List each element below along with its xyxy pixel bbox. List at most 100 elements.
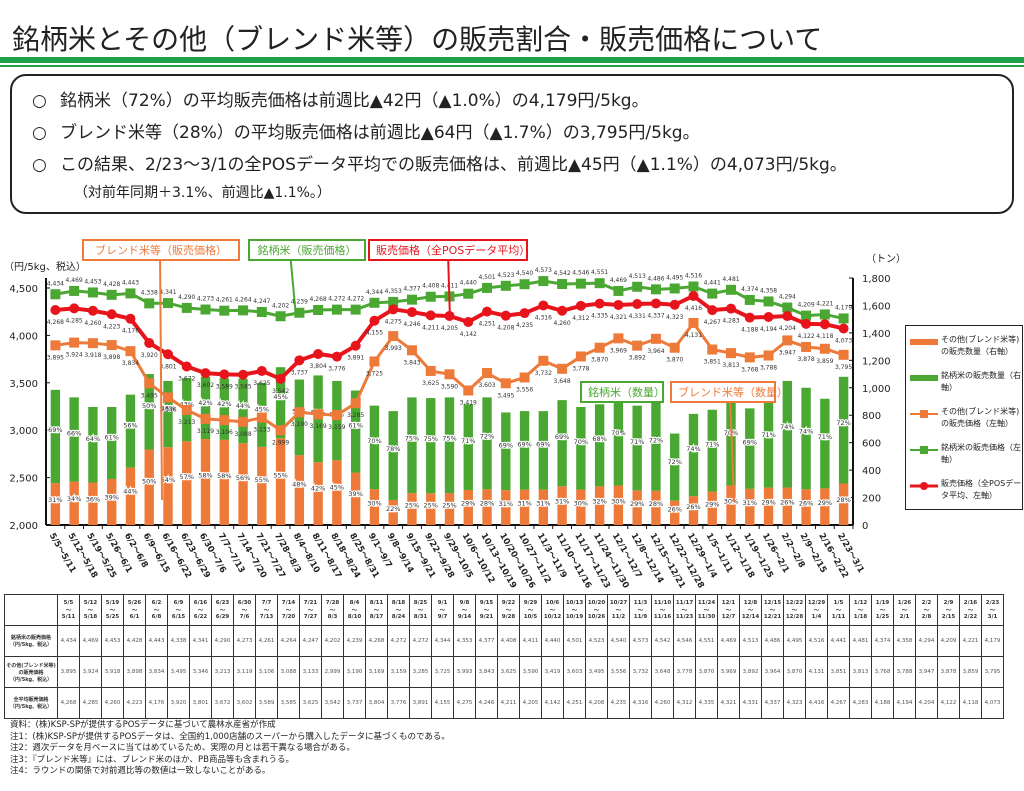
- point-blend-price: [500, 378, 511, 389]
- table-cell: 4,542: [651, 625, 674, 657]
- bar-brand-volume: [519, 411, 530, 490]
- data-label-brand-price: 4,353: [385, 288, 402, 295]
- data-label-brand-price: 4,221: [816, 300, 833, 307]
- bar-blend-share-label: 56%: [236, 474, 250, 482]
- table-column-header: 10/20 ～ 10/26: [585, 594, 608, 626]
- table-cell: 3,801: [189, 687, 212, 719]
- point-blend-price: [801, 341, 812, 352]
- table-cell: 4,358: [893, 625, 916, 657]
- table-cell: 4,176: [145, 687, 168, 719]
- table-corner: [4, 594, 58, 626]
- callout-average-price: 販売価格（全POSデータ平均）: [368, 239, 530, 261]
- callout-leader-brand-price: [289, 251, 297, 318]
- table-cell: 4,416: [805, 687, 828, 719]
- footnote: 注3：『ブレンド米等』には、ブレンド米のほか、PB商品等も含まれうる。: [10, 754, 294, 765]
- y2-tick-label: 1,800: [862, 274, 891, 285]
- table-row-header: 銘柄米の販売価格（円/5kg、税込）: [4, 625, 58, 657]
- point-brand-price: [688, 281, 699, 292]
- table-cell: 4,205: [519, 687, 542, 719]
- bar-blend-volume: [801, 489, 811, 525]
- point-average-price: [219, 369, 230, 380]
- point-brand-price: [425, 291, 436, 302]
- point-brand-price: [219, 305, 230, 316]
- table-cell: 3,625: [497, 656, 520, 688]
- data-label-brand-price: 4,440: [460, 280, 477, 287]
- point-average-price: [838, 323, 849, 334]
- table-cell: 4,428: [123, 625, 146, 657]
- bar-blend-share-label: 29%: [705, 501, 719, 509]
- data-label-blend-price: 3,895: [47, 354, 64, 361]
- data-label-blend-price: 3,898: [103, 354, 120, 361]
- point-average-price: [144, 337, 155, 348]
- table-cell: 4,290: [211, 625, 234, 657]
- data-label-blend-price: 3,834: [122, 360, 139, 367]
- table-cell: 4,260: [651, 687, 674, 719]
- footnote: 資料：(株)KSP-SPが提供するPOSデータに基づいて農林水産省が作成: [10, 720, 276, 730]
- table-cell: 4,261: [255, 625, 278, 657]
- point-blend-price: [688, 317, 699, 328]
- point-average-price: [726, 303, 737, 314]
- table-cell: 4,188: [871, 687, 894, 719]
- bar-brand-volume: [632, 405, 642, 491]
- bar-brand-volume: [294, 379, 305, 456]
- data-label-blend-price: 3,918: [84, 352, 101, 359]
- y-tick-label: 4,000: [9, 331, 38, 342]
- point-average-price: [162, 349, 173, 360]
- point-blend-price: [162, 392, 173, 403]
- bar-brand-volume: [688, 413, 699, 497]
- table-cell: 3,788: [893, 656, 916, 688]
- table-cell: 4,268: [57, 687, 80, 719]
- table-cell: 4,247: [299, 625, 322, 657]
- point-blend-price: [726, 348, 737, 359]
- data-label-blend-price: 3,924: [66, 352, 83, 359]
- data-label-blend-price: 3,648: [554, 378, 571, 385]
- table-cell: 4,118: [959, 687, 982, 719]
- point-average-price: [801, 318, 812, 329]
- data-label-brand-price: 4,294: [779, 294, 796, 301]
- point-brand-price: [669, 283, 680, 294]
- bar-blend-volume: [88, 482, 98, 525]
- table-cell: 3,891: [409, 687, 432, 719]
- data-label-brand-price: 4,542: [554, 270, 571, 277]
- bar-brand-volume: [482, 397, 492, 490]
- point-brand-price: [782, 302, 793, 313]
- point-brand-price: [650, 284, 661, 295]
- table-cell: 4,374: [871, 625, 894, 657]
- table-cell: 4,408: [497, 625, 520, 657]
- legend-swatch-brand-volume: [910, 375, 938, 381]
- bar-blend-share-label: 31%: [536, 500, 550, 508]
- legend-label: その他(ブレンド米等)の販売数量（右軸）: [941, 335, 1020, 356]
- point-average-price: [350, 340, 361, 351]
- bar-blend-share-label: 36%: [86, 496, 100, 504]
- table-cell: 4,221: [959, 625, 982, 657]
- summary-line: ○ 銘柄米（72%）の平均販売価格は前週比▲42円（▲1.0%）の4,179円/5…: [32, 86, 649, 111]
- point-brand-price: [726, 284, 737, 295]
- data-label-brand-price: 4,358: [760, 287, 777, 294]
- point-blend-price: [838, 349, 849, 360]
- table-column-header: 12/8 ～ 12/14: [739, 594, 762, 626]
- point-blend-price: [819, 343, 830, 354]
- point-blend-price: [482, 368, 493, 379]
- bar-blend-volume: [632, 490, 642, 525]
- bar-blend-share-label: 31%: [499, 500, 513, 508]
- bar-blend-share-label: 28%: [480, 499, 494, 507]
- table-cell: 3,924: [79, 656, 102, 688]
- bar-brand-share-label: 61%: [104, 433, 118, 441]
- point-blend-price: [87, 338, 98, 349]
- table-cell: 4,073: [981, 687, 1004, 719]
- y-tick-label: 3,000: [9, 426, 38, 437]
- point-blend-price: [238, 416, 249, 427]
- table-cell: 4,469: [79, 625, 102, 657]
- bar-blend-share-label: 31%: [555, 498, 569, 506]
- table-column-header: 6/30 ～ 7/6: [233, 594, 256, 626]
- bar-blend-volume: [651, 490, 661, 525]
- footnote: 注2：週次データを月ベースに当てはめているため、実際の月とは若干異なる場合がある…: [10, 743, 355, 753]
- bar-brand-share-label: 72%: [480, 433, 494, 441]
- point-brand-price: [125, 288, 136, 299]
- bar-brand-volume: [426, 398, 436, 494]
- data-label-average-price: 4,176: [122, 328, 139, 335]
- point-average-price: [106, 309, 117, 320]
- point-brand-price: [238, 305, 249, 316]
- data-label-average-price: 4,416: [685, 305, 702, 312]
- point-blend-price: [538, 355, 549, 366]
